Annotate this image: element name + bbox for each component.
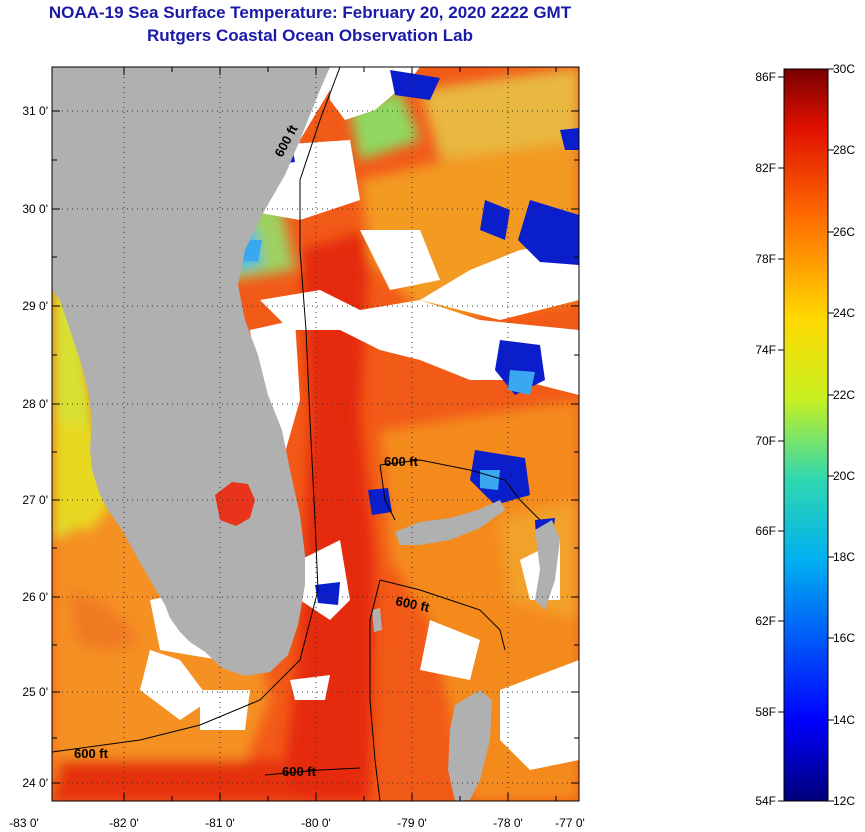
abaco-land [535,520,560,610]
lon-label: -82 0' [109,816,139,830]
lon-label: -81 0' [205,816,235,830]
celsius-label: 16C [833,631,855,645]
fahrenheit-label: 66F [755,524,776,538]
fahrenheit-label: 58F [755,705,776,719]
fahrenheit-label: 70F [755,434,776,448]
lat-label: 31 0' [22,104,48,118]
axis-ticks [52,67,579,801]
fahrenheit-label: 54F [755,794,776,808]
celsius-label: 24C [833,306,855,320]
celsius-label: 20C [833,469,855,483]
map-subtitle: Rutgers Coastal Ocean Observation Lab [147,26,473,45]
celsius-label: 12C [833,794,855,808]
lat-label: 30 0' [22,202,48,216]
florida-land [52,67,330,676]
lat-label: 25 0' [22,685,48,699]
fahrenheit-label: 62F [755,614,776,628]
colorbar-ticks [778,68,834,802]
celsius-label: 22C [833,388,855,402]
lat-label: 24 0' [22,776,48,790]
lake-okeechobee [215,482,255,526]
lat-label: 28 0' [22,397,48,411]
lon-label: -83 0' [9,816,39,830]
celsius-label: 14C [833,713,855,727]
lat-label: 27 0' [22,493,48,507]
isobath-lines [52,67,541,801]
lon-label: -77 0' [555,816,585,830]
cold-pixels [198,70,579,605]
lon-label: -80 0' [301,816,331,830]
celsius-label: 30C [833,62,855,76]
map-title: NOAA-19 Sea Surface Temperature: Februar… [48,3,572,22]
andros-land [448,690,492,801]
fahrenheit-label: 86F [755,70,776,84]
lon-label: -79 0' [397,816,427,830]
fahrenheit-label: 74F [755,343,776,357]
colorbar [783,68,829,802]
celsius-label: 26C [833,225,855,239]
contour-label-south: 600 ft [282,764,317,779]
fahrenheit-label: 78F [755,252,776,266]
contour-label-grand-bahama: 600 ft [384,454,419,469]
celsius-label: 28C [833,143,855,157]
sst-map: 600 ft 600 ft 600 ft 600 ft 600 ft [52,67,579,801]
bimini-land [372,608,382,632]
fahrenheit-label: 82F [755,161,776,175]
lat-label: 26 0' [22,590,48,604]
lat-label: 29 0' [22,299,48,313]
contour-label-keys: 600 ft [74,746,109,761]
celsius-label: 18C [833,550,855,564]
grand-bahama-land [395,500,505,545]
contour-label-tongue: 600 ft [394,593,431,615]
lon-label: -78 0' [493,816,523,830]
